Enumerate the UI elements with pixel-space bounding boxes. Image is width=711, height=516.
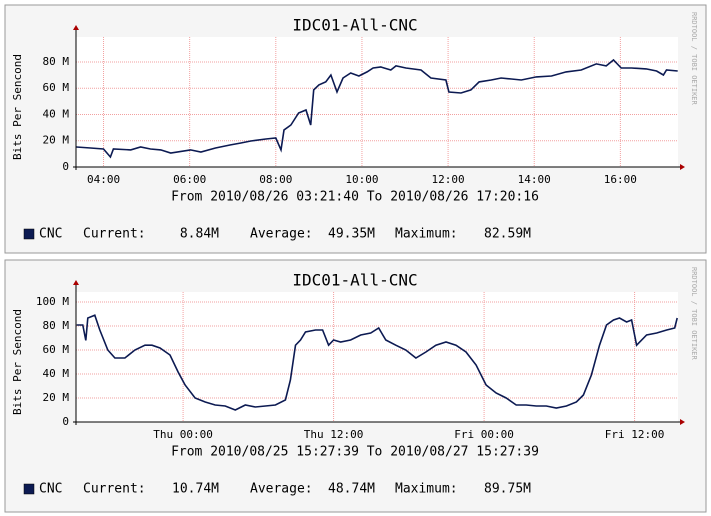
y-tick-label: 80 M	[43, 319, 70, 332]
plot-area	[76, 292, 678, 422]
stat-label: Average:	[250, 227, 313, 242]
y-axis-label: Bits Per Sencond	[11, 54, 24, 160]
axis-arrow	[680, 419, 685, 425]
chart-title: IDC01-All-CNC	[292, 16, 417, 35]
legend-swatch	[23, 483, 35, 495]
stat-value: 10.74M	[172, 482, 219, 497]
x-tick-label: Fri 12:00	[605, 428, 665, 441]
stat-value: 49.35M	[328, 227, 375, 242]
y-axis-label: Bits Per Sencond	[11, 309, 24, 415]
series-line	[76, 58, 678, 159]
x-tick-label: Thu 12:00	[304, 428, 364, 441]
y-tick-label: 60 M	[43, 81, 70, 94]
legend-label: CNC	[39, 482, 62, 497]
x-tick-label: 16:00	[604, 173, 637, 186]
axis-arrow	[73, 280, 79, 285]
stat-label: Maximum:	[395, 227, 458, 242]
stat-label: Current:	[83, 227, 146, 242]
x-tick-label: 14:00	[518, 173, 551, 186]
y-tick-label: 20 M	[43, 134, 70, 147]
y-tick-label: 20 M	[43, 391, 70, 404]
x-tick-label: 08:00	[259, 173, 292, 186]
stat-value: 89.75M	[484, 482, 531, 497]
stat-value: 82.59M	[484, 227, 531, 242]
y-tick-label: 80 M	[43, 55, 70, 68]
legend-label: CNC	[39, 227, 62, 242]
stat-label: Average:	[250, 482, 313, 497]
x-tick-label: 12:00	[432, 173, 465, 186]
subtitle: From 2010/08/26 03:21:40 To 2010/08/26 1…	[171, 190, 539, 205]
stat-value: 48.74M	[328, 482, 375, 497]
axis-arrow	[680, 164, 685, 170]
x-tick-label: Fri 00:00	[454, 428, 514, 441]
stat-label: Current:	[83, 482, 146, 497]
x-tick-label: Thu 00:00	[153, 428, 213, 441]
plot-area	[76, 37, 678, 167]
y-tick-label: 0	[62, 415, 69, 428]
series-line	[76, 314, 678, 411]
x-tick-label: 04:00	[87, 173, 120, 186]
watermark: RRDTOOL / TOBI OETIKER	[690, 12, 698, 106]
axis-arrow	[73, 25, 79, 30]
chart-title: IDC01-All-CNC	[292, 271, 417, 290]
x-tick-label: 06:00	[173, 173, 206, 186]
y-tick-label: 40 M	[43, 367, 70, 380]
x-tick-label: 10:00	[345, 173, 378, 186]
y-tick-label: 100 M	[36, 295, 69, 308]
stat-value: 8.84M	[180, 227, 219, 242]
y-tick-label: 40 M	[43, 107, 70, 120]
y-tick-label: 60 M	[43, 343, 70, 356]
legend-swatch	[23, 228, 35, 240]
watermark: RRDTOOL / TOBI OETIKER	[690, 267, 698, 361]
stat-label: Maximum:	[395, 482, 458, 497]
y-tick-label: 0	[62, 160, 69, 173]
subtitle: From 2010/08/25 15:27:39 To 2010/08/27 1…	[171, 445, 539, 460]
